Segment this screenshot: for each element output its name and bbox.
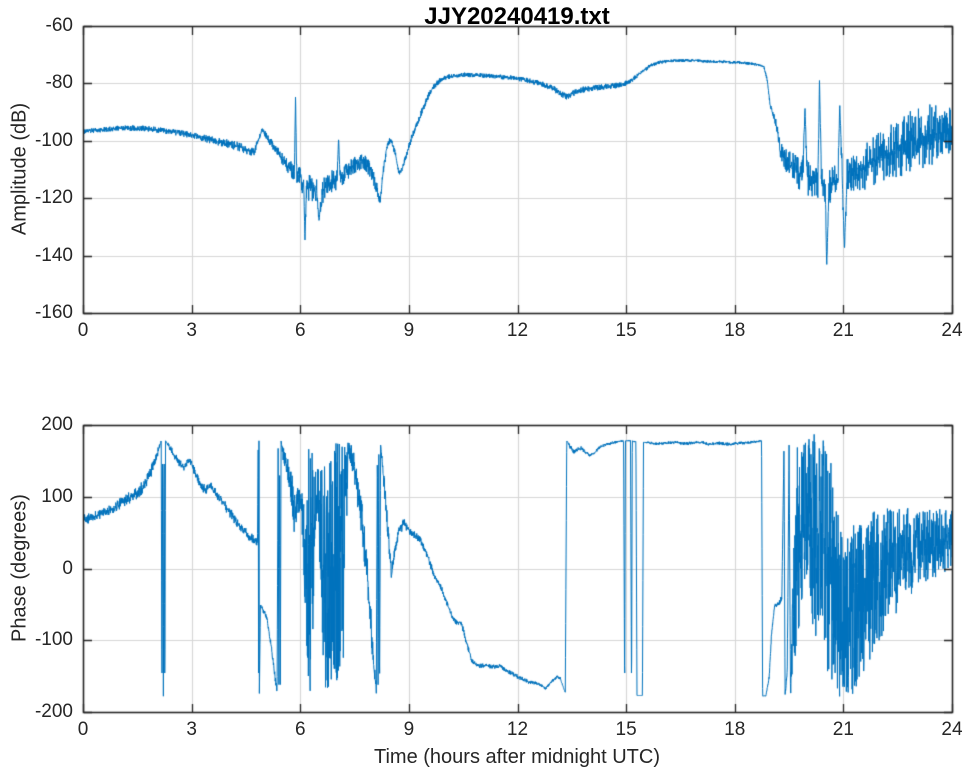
y-tick-label: 100 <box>41 485 73 507</box>
y-tick-label: -80 <box>45 72 73 94</box>
figure-title: JJY20240419.txt <box>424 3 610 30</box>
x-tick-label: 9 <box>403 719 415 740</box>
y-tick-label: -100 <box>34 129 73 151</box>
x-tick-label: 18 <box>724 320 746 341</box>
y-tick-label: -60 <box>45 15 73 36</box>
x-tick-label: 12 <box>506 320 529 341</box>
y-tick-label: -100 <box>34 629 73 651</box>
y-tick-label: -160 <box>34 302 73 323</box>
x-tick-label: 3 <box>186 320 197 341</box>
y-tick-label: -200 <box>34 701 73 722</box>
phase-y-axis-label: Phase (degrees) <box>8 494 31 642</box>
x-tick-label: 0 <box>77 719 89 740</box>
x-tick-label: 24 <box>941 320 963 341</box>
y-tick-label: 200 <box>41 414 73 435</box>
x-axis-label: Time (hours after midnight UTC) <box>374 746 660 768</box>
y-tick-label: 0 <box>62 557 73 579</box>
x-tick-label: 0 <box>77 320 89 341</box>
x-tick-label: 12 <box>506 719 529 740</box>
x-tick-label: 6 <box>294 719 306 740</box>
x-tick-label: 21 <box>832 719 854 740</box>
x-tick-label: 24 <box>941 719 963 740</box>
y-tick-label: -120 <box>34 187 73 209</box>
x-tick-label: 9 <box>403 320 415 341</box>
x-tick-label: 18 <box>724 719 746 740</box>
x-tick-label: 15 <box>615 719 637 740</box>
amplitude-y-axis-label: Amplitude (dB) <box>8 102 31 236</box>
y-tick-label: -140 <box>34 244 73 266</box>
x-tick-label: 3 <box>186 719 197 740</box>
x-tick-label: 21 <box>832 320 854 341</box>
x-tick-label: 15 <box>615 320 637 341</box>
x-tick-label: 6 <box>294 320 306 341</box>
